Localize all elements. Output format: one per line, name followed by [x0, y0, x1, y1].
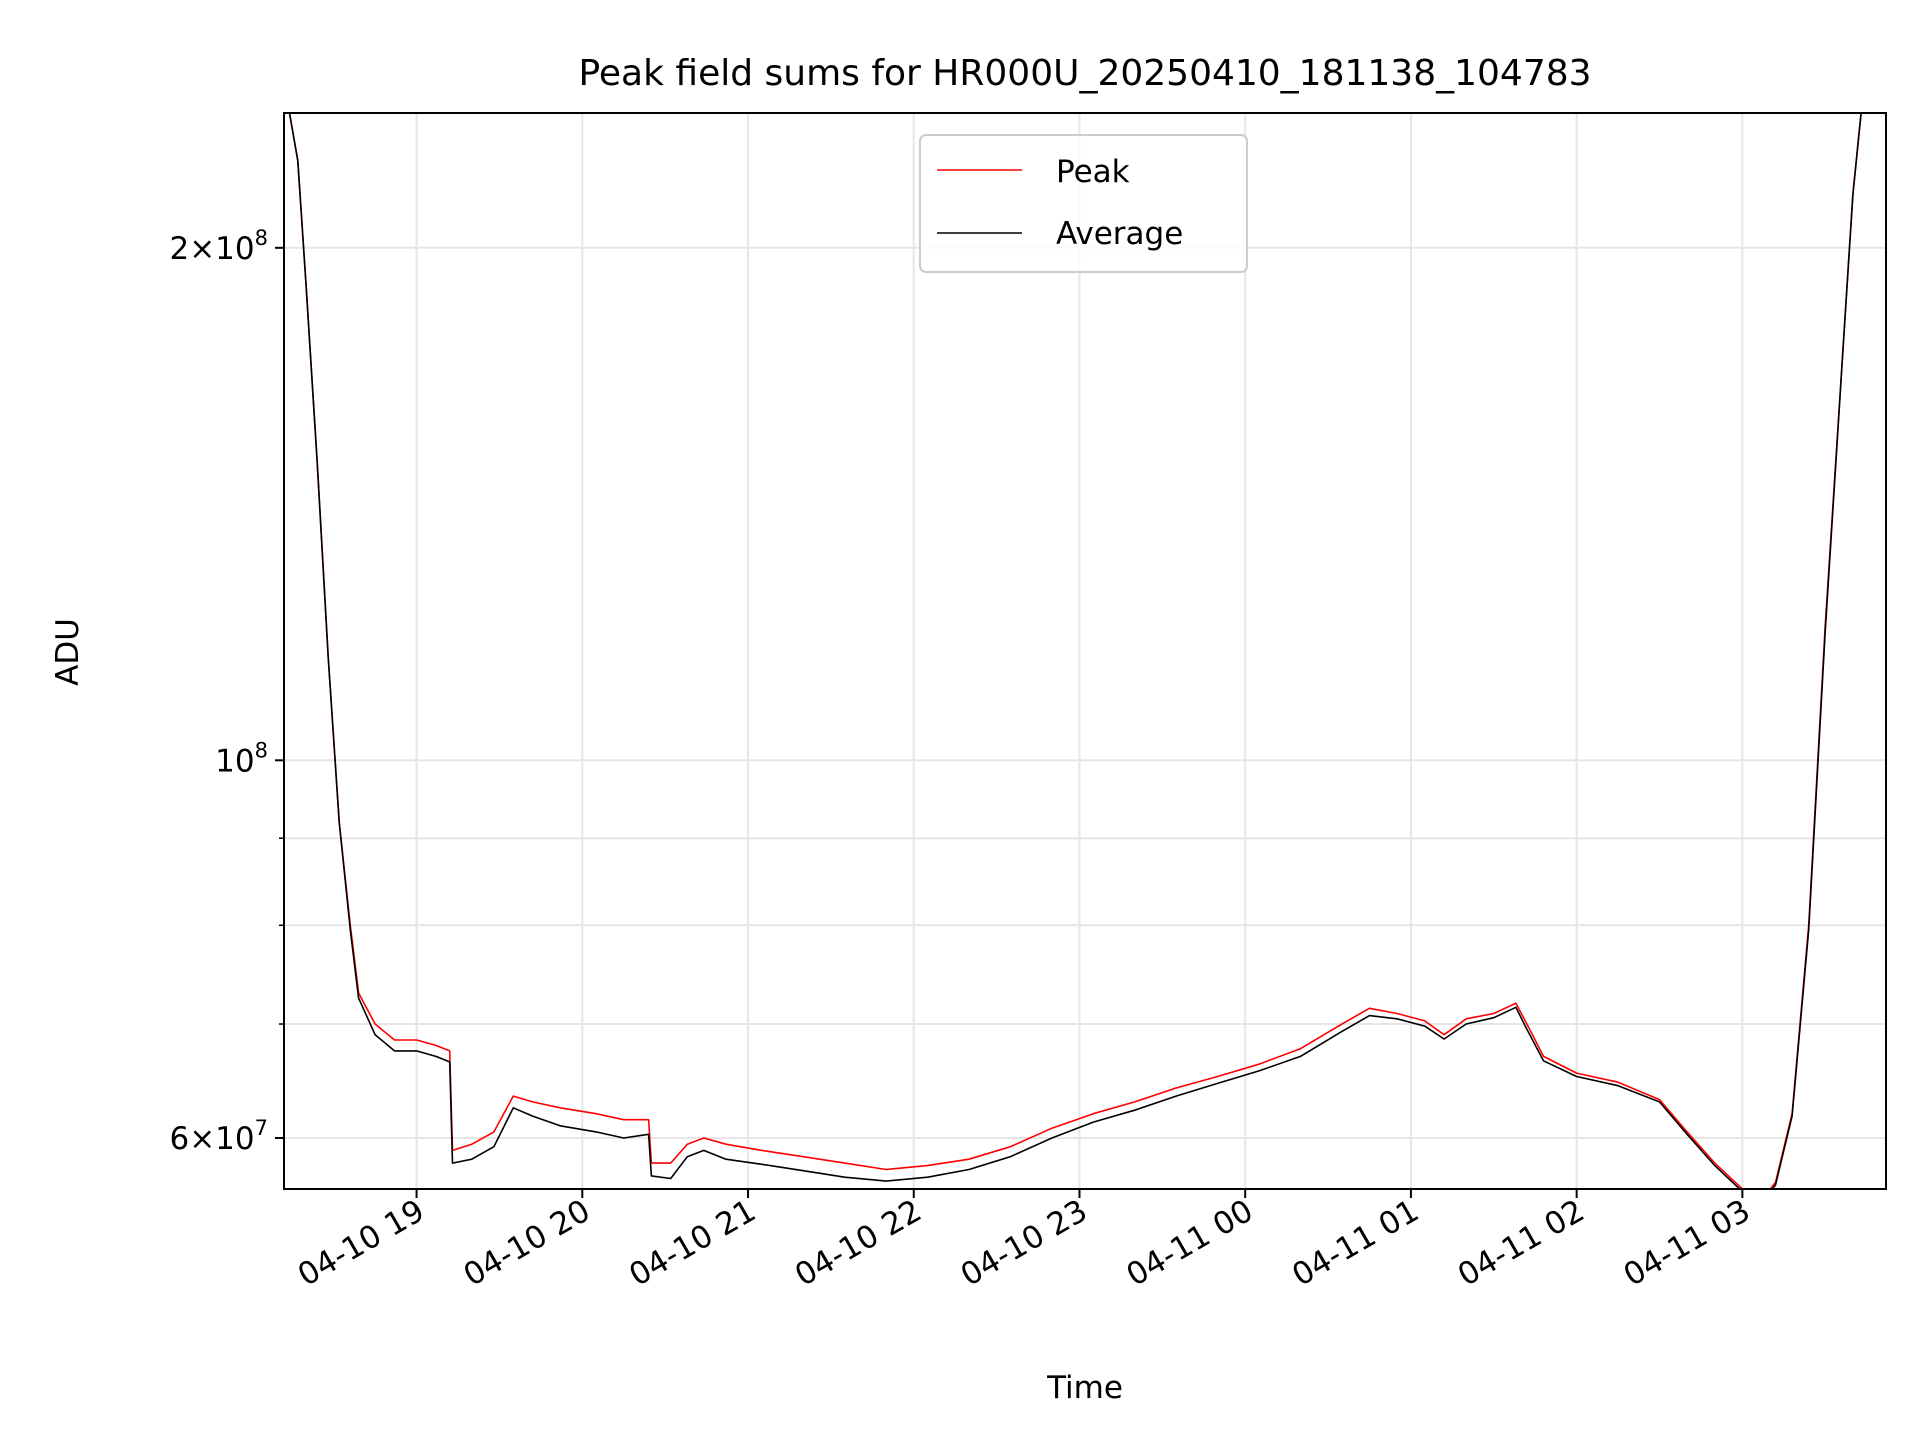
grid [284, 113, 1886, 1189]
series-line-average [288, 113, 1862, 1189]
legend-average-label: Average [1056, 216, 1183, 252]
y-tick-label: 6×107 [169, 1116, 268, 1157]
y-axis-label: ADU [50, 618, 86, 686]
legend-peak-label: Peak [1056, 154, 1130, 190]
plot-area [284, 113, 1886, 1189]
legend: Peak Average [919, 134, 1248, 273]
x-axis-label: Time [1046, 1370, 1123, 1406]
series-lines [288, 113, 1862, 1189]
y-axis: 2×108 108 6×107 [169, 226, 284, 1157]
plot-frame [283, 112, 1887, 1190]
y-tick-label: 108 [215, 738, 268, 779]
chart-title: Peak field sums for HR000U_20250410_1811… [578, 53, 1591, 94]
series-line-peak [288, 113, 1862, 1189]
y-tick-label: 2×108 [169, 226, 268, 267]
